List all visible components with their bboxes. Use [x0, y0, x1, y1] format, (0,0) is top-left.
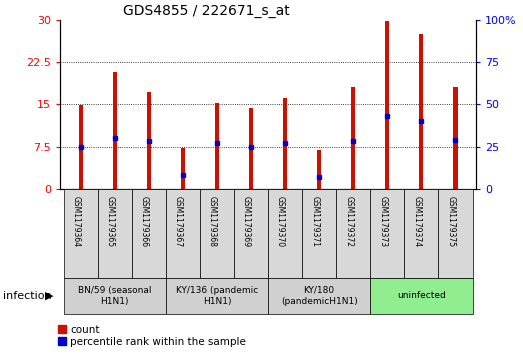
- Bar: [419, 34, 424, 189]
- Legend: count, percentile rank within the sample: count, percentile rank within the sample: [58, 325, 246, 347]
- Text: infection: infection: [3, 291, 51, 301]
- Text: GSM1179371: GSM1179371: [310, 196, 319, 247]
- Bar: [147, 92, 151, 189]
- Bar: [98, 189, 132, 278]
- Bar: [336, 189, 370, 278]
- Bar: [166, 189, 200, 278]
- Bar: [453, 87, 458, 189]
- Bar: [404, 189, 438, 278]
- Text: GSM1179375: GSM1179375: [447, 196, 456, 247]
- Text: KY/136 (pandemic
H1N1): KY/136 (pandemic H1N1): [176, 286, 258, 306]
- Text: GSM1179367: GSM1179367: [174, 196, 183, 247]
- Bar: [351, 87, 355, 189]
- Bar: [64, 278, 166, 314]
- Text: GSM1179372: GSM1179372: [344, 196, 353, 247]
- Text: BN/59 (seasonal
H1N1): BN/59 (seasonal H1N1): [78, 286, 152, 306]
- Bar: [302, 189, 336, 278]
- Bar: [438, 189, 472, 278]
- Text: GDS4855 / 222671_s_at: GDS4855 / 222671_s_at: [122, 4, 289, 17]
- Bar: [78, 105, 83, 189]
- Text: GSM1179368: GSM1179368: [208, 196, 217, 247]
- Bar: [181, 148, 185, 189]
- Bar: [166, 278, 268, 314]
- Bar: [268, 189, 302, 278]
- Text: GSM1179369: GSM1179369: [242, 196, 251, 247]
- Bar: [234, 189, 268, 278]
- Bar: [370, 278, 472, 314]
- Text: ▶: ▶: [46, 291, 54, 301]
- Bar: [268, 278, 370, 314]
- Text: GSM1179374: GSM1179374: [413, 196, 422, 247]
- Bar: [249, 108, 253, 189]
- Text: uninfected: uninfected: [397, 291, 446, 300]
- Bar: [370, 189, 404, 278]
- Bar: [385, 21, 389, 189]
- Bar: [132, 189, 166, 278]
- Text: KY/180
(pandemicH1N1): KY/180 (pandemicH1N1): [281, 286, 358, 306]
- Bar: [215, 103, 219, 189]
- Bar: [283, 98, 287, 189]
- Text: GSM1179370: GSM1179370: [276, 196, 285, 247]
- Text: GSM1179366: GSM1179366: [140, 196, 149, 247]
- Text: GSM1179365: GSM1179365: [106, 196, 115, 247]
- Text: GSM1179364: GSM1179364: [72, 196, 81, 247]
- Bar: [112, 72, 117, 189]
- Bar: [64, 189, 98, 278]
- Bar: [200, 189, 234, 278]
- Text: GSM1179373: GSM1179373: [378, 196, 388, 247]
- Bar: [317, 150, 321, 189]
